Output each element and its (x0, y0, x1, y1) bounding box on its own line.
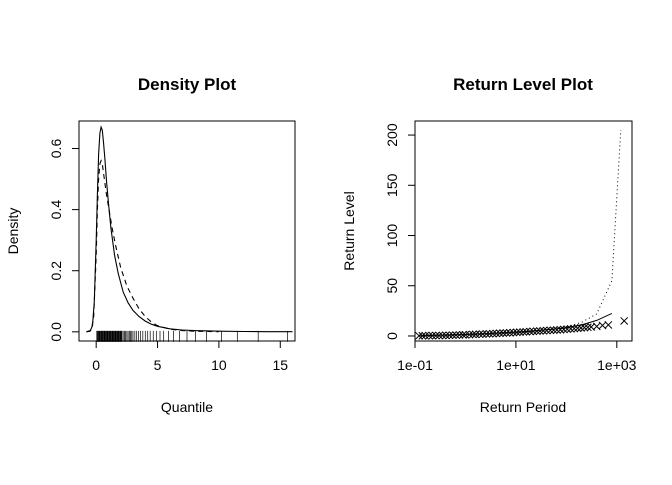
density-dashed-line (86, 159, 219, 333)
density-lines (86, 125, 293, 333)
return-level-point (563, 325, 572, 334)
return-level-point (502, 328, 511, 337)
density-y-tick-label: 0.0 (48, 322, 64, 342)
return-level-point (415, 331, 423, 340)
return-level-x-tick-label: 1e+03 (597, 357, 637, 373)
return-level-point (526, 327, 534, 336)
return-level-point (519, 328, 528, 336)
return-level-point (515, 328, 524, 337)
return-level-y-tick-label: 50 (384, 278, 400, 294)
return-level-point (559, 325, 568, 334)
density-y-tick-label: 0.2 (48, 261, 64, 281)
return-level-point (532, 327, 541, 336)
return-level-point (468, 330, 477, 339)
return-level-point (556, 325, 565, 334)
return-level-point (428, 331, 437, 340)
return-level-point (549, 326, 558, 335)
return-level-point (465, 330, 474, 339)
density-x-label: Quantile (161, 399, 213, 415)
return-level-point (458, 330, 467, 339)
return-level-point (438, 331, 447, 340)
return-level-point (505, 328, 514, 337)
return-level-dotted-line (418, 129, 622, 337)
return-level-point (546, 326, 555, 335)
density-title: Density Plot (138, 75, 237, 94)
density-x-tick-label: 0 (92, 357, 100, 373)
return-level-x-label: Return Period (480, 399, 566, 415)
return-level-point (509, 328, 518, 337)
return-level-point (573, 324, 582, 333)
return-level-y-tick-label: 100 (384, 224, 400, 248)
return-level-point (522, 327, 531, 336)
return-level-point (431, 331, 440, 340)
density-x-tick-label: 5 (154, 357, 162, 373)
return-level-point (583, 323, 592, 332)
return-level-point (475, 330, 484, 339)
return-level-point (499, 329, 508, 338)
density-y-tick-label: 0.4 (48, 200, 64, 220)
return-level-point (455, 331, 464, 339)
return-level-points (415, 316, 629, 340)
return-level-point (471, 330, 480, 339)
return-level-point (620, 316, 629, 325)
return-level-point (604, 320, 613, 329)
return-level-point (425, 331, 434, 340)
return-level-plot-frame (414, 120, 633, 342)
return-level-point (452, 331, 460, 340)
return-level-point (478, 330, 487, 339)
return-level-lines (418, 129, 622, 337)
return-level-panel: Return Level Plot 1e-01 1e+01 1e+030501001… (341, 75, 637, 415)
return-level-axes: 1e-01 1e+01 1e+03 0 50 100 150 200 (384, 123, 637, 373)
return-level-title: Return Level Plot (453, 75, 593, 94)
density-solid-line (86, 125, 293, 333)
return-level-point (482, 329, 491, 338)
return-level-point (512, 328, 521, 337)
return-level-point (580, 323, 589, 332)
return-level-y-label: Return Level (341, 191, 357, 270)
return-level-point (542, 326, 551, 335)
return-level-point (566, 324, 575, 333)
density-axes: 0 5 10 15 0.0 0.2 0.4 0.6 (48, 139, 288, 373)
density-x-tick-label: 15 (272, 357, 288, 373)
return-level-x-tick-label: 1e-01 (397, 357, 433, 373)
return-level-point (445, 331, 454, 340)
return-level-point (418, 331, 427, 340)
return-level-y-tick-label: 150 (384, 173, 400, 197)
return-level-y-tick-label: 0 (384, 332, 400, 340)
density-y-tick-label: 0.6 (48, 139, 64, 159)
return-level-point (492, 329, 501, 338)
return-level-point (529, 327, 538, 336)
return-level-point (570, 324, 579, 333)
return-level-point (448, 331, 457, 340)
density-rug (96, 330, 288, 342)
return-level-point (577, 323, 585, 332)
density-y-label: Density (5, 208, 21, 255)
return-level-point (536, 327, 544, 335)
return-level-point (435, 331, 444, 340)
return-level-point (485, 329, 494, 338)
return-level-x-tick-label: 1e+01 (496, 357, 536, 373)
return-level-y-tick-label: 200 (384, 123, 400, 147)
return-level-point (421, 331, 430, 340)
return-level-point (552, 325, 561, 334)
density-x-tick-label: 10 (211, 357, 227, 373)
return-level-point (539, 326, 548, 335)
return-level-point (488, 329, 497, 338)
density-panel: Density Plot 0 5 10 15 0.0 0.2 0.4 0.6 Quantile… (5, 75, 296, 415)
return-level-point (441, 331, 450, 340)
return-level-point (495, 329, 504, 338)
